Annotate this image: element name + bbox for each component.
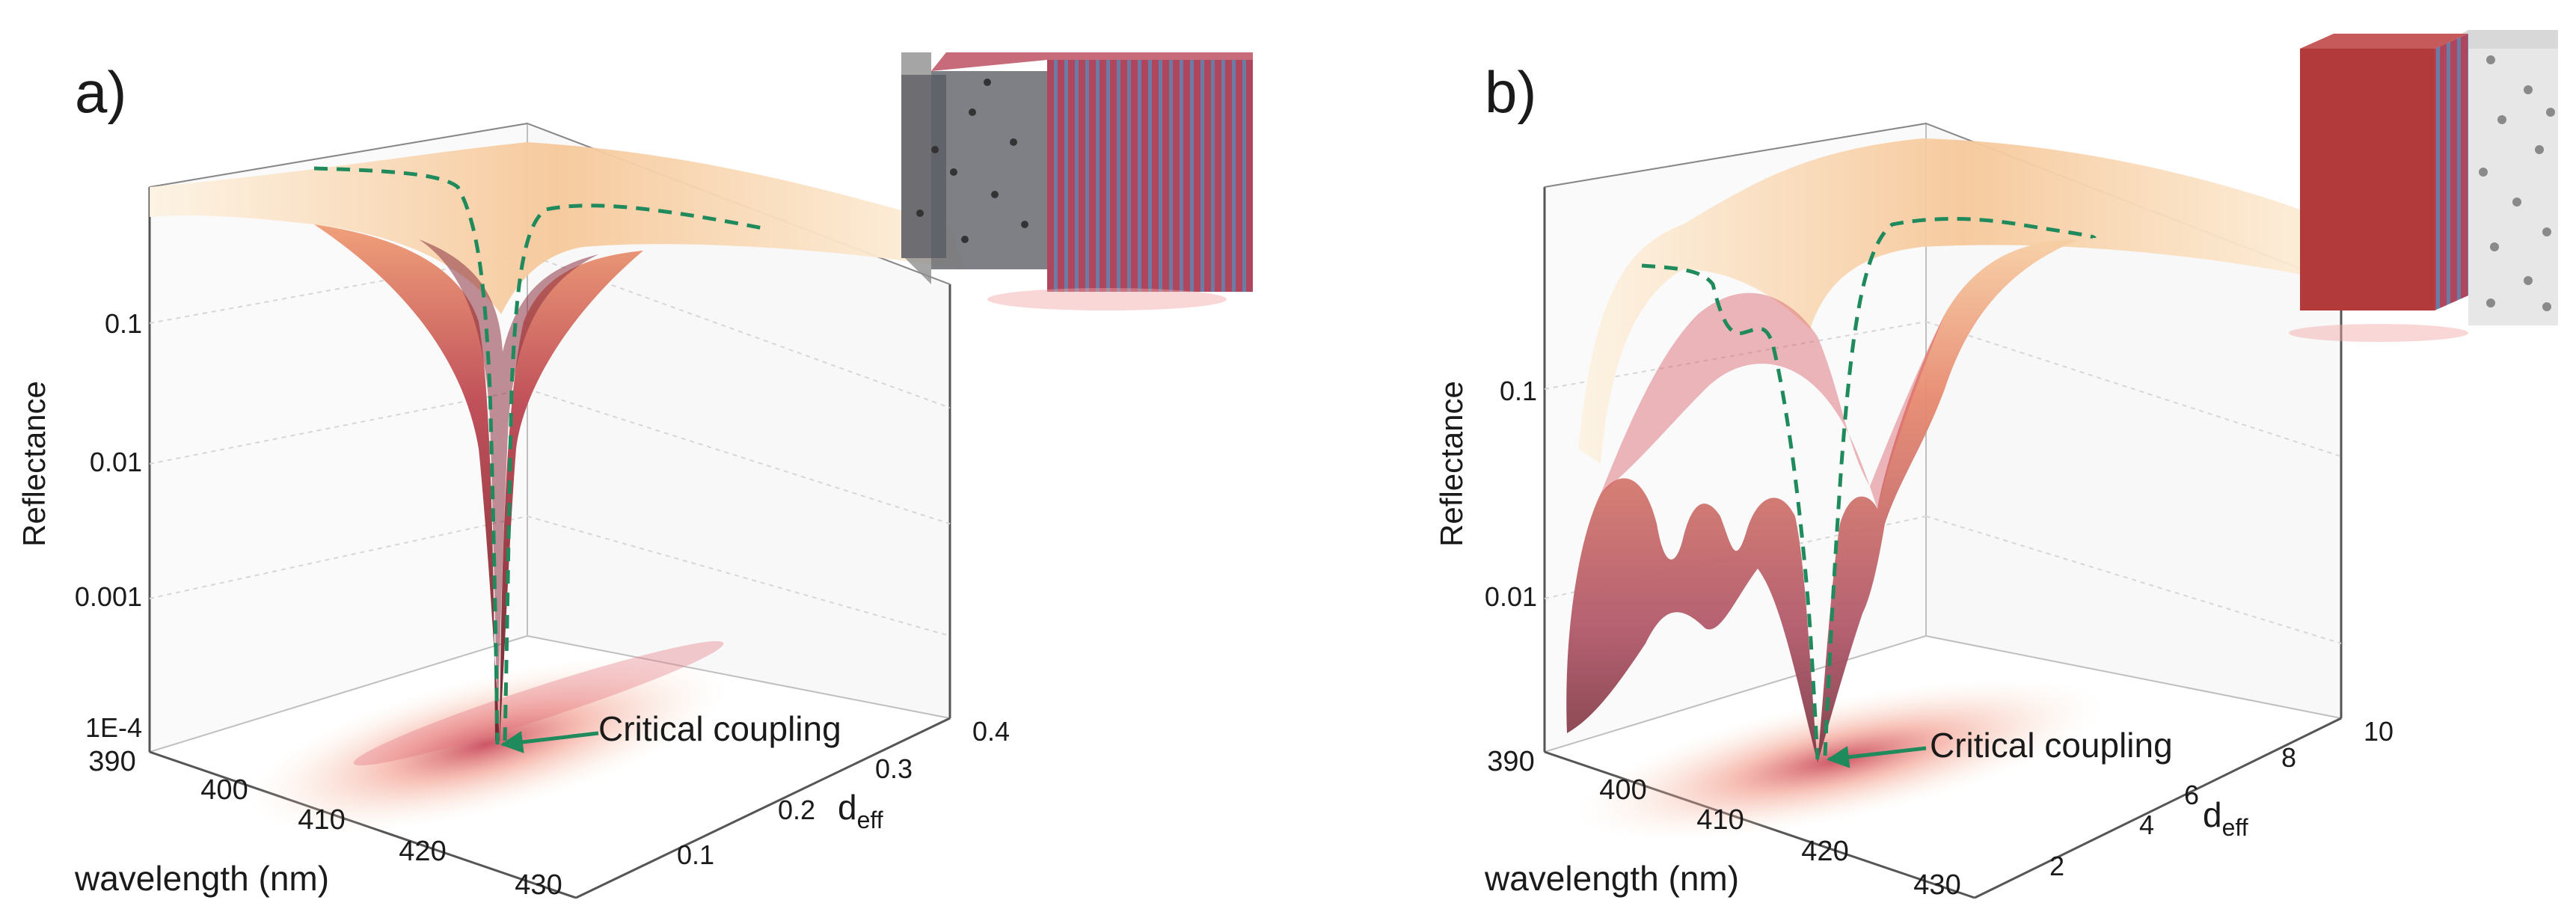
panel-a-xtick-0: 390	[88, 746, 135, 777]
panel-a-xlabel: wavelength (nm)	[74, 859, 329, 898]
panel-b-inset-slab-side	[2435, 34, 2468, 310]
panel-b: b) 0.01 0.1 Reflectance	[1434, 30, 2558, 901]
panel-a-inset-side	[931, 71, 1047, 269]
panel-a-ztick-3: 0.4	[972, 716, 1010, 747]
panel-b-ztick-3: 8	[2281, 742, 2296, 773]
panel-a-dashed-curve	[313, 166, 764, 745]
panel-b-x-ticks: 390 400 410 420 430	[1487, 746, 1960, 901]
panel-b-surface-shade	[1601, 293, 1945, 509]
panel-a-x-ticks: 390 400 410 420 430	[88, 746, 562, 901]
panel-a-ztick-0: 0.1	[677, 839, 714, 870]
panel-a-label: a)	[75, 59, 126, 125]
panel-a-ytick-3: 0.1	[105, 308, 142, 339]
panel-a-ztick-1: 0.2	[778, 795, 815, 825]
panel-a-ytick-0: 1E-4	[85, 712, 142, 743]
panel-a-xtick-1: 400	[200, 774, 248, 806]
panel-a-inset-dots	[916, 79, 1028, 243]
panel-a-zlabel: deff	[838, 788, 883, 833]
panel-b-ylabel: Reflectance	[1434, 381, 1469, 547]
panel-b-inset-slab-top	[2300, 34, 2468, 49]
panel-b-y-ticks: 0.01 0.1	[1485, 376, 1537, 612]
panel-b-inset-slab-face	[2300, 49, 2435, 310]
panel-a-ytick-2: 0.01	[90, 447, 142, 477]
panel-b-label: b)	[1485, 59, 1536, 125]
panel-a-funnel-side	[419, 239, 598, 741]
panel-b-annotation: Critical coupling	[1930, 726, 2173, 765]
panel-a-xtick-3: 420	[399, 836, 446, 867]
panel-a: a)	[16, 52, 1253, 901]
panel-a-ylabel: Reflectance	[16, 381, 52, 547]
panel-a-annotation-arrow	[500, 730, 599, 753]
panel-b-inset-shadow	[2289, 324, 2468, 342]
panel-b-z-ticks: 2 4 6 8 10	[2049, 716, 2393, 881]
panel-b-zlabel: deff	[2203, 795, 2248, 841]
panel-b-ztick-2: 6	[2184, 780, 2199, 810]
panel-b-xlabel: wavelength (nm)	[1484, 859, 1739, 898]
panel-b-surface-back	[1578, 138, 2349, 464]
panel-b-ztick-0: 2	[2049, 851, 2064, 881]
panel-b-dashed-curve	[1641, 217, 2097, 760]
panel-a-floor-band	[353, 640, 724, 766]
panel-b-xtick-3: 420	[1801, 836, 1848, 867]
panel-a-z-ticks: 0.1 0.2 0.3 0.4	[677, 716, 1010, 870]
panel-a-xtick-4: 430	[515, 869, 562, 901]
panel-b-inset-structure	[2289, 30, 2558, 342]
panel-a-annotation: Critical coupling	[598, 709, 841, 748]
panel-a-y-ticks: 1E-4 0.001 0.01 0.1	[75, 308, 142, 743]
panel-a-zlabel-base: d	[838, 788, 857, 827]
panel-a-zlabel-sub: eff	[857, 807, 883, 833]
panel-a-ytick-1: 0.001	[75, 581, 142, 612]
panel-b-xtick-0: 390	[1487, 746, 1534, 777]
panel-b-xtick-4: 430	[1913, 869, 1960, 901]
panel-a-inset-structure	[901, 52, 1253, 310]
panel-a-inset-slab	[1047, 60, 1253, 292]
panel-b-inset-dots	[2479, 55, 2555, 311]
panel-a-xtick-2: 410	[298, 804, 345, 836]
panel-a-inset-top	[931, 52, 1253, 71]
panel-b-ztick-4: 10	[2364, 716, 2393, 747]
panel-b-zlabel-base: d	[2203, 795, 2222, 834]
panel-a-floor-map	[246, 655, 726, 833]
panel-b-zlabel-sub: eff	[2222, 814, 2248, 841]
panel-b-inset-glass	[2468, 49, 2558, 325]
panel-b-ytick-1: 0.1	[1500, 376, 1537, 406]
panel-b-xtick-2: 410	[1696, 804, 1744, 836]
panel-b-ztick-1: 4	[2139, 810, 2154, 840]
panel-b-xtick-1: 400	[1599, 774, 1646, 806]
panel-a-ztick-2: 0.3	[875, 753, 913, 784]
panel-b-ytick-0: 0.01	[1485, 581, 1537, 612]
panel-b-annotation-arrow	[1827, 746, 1927, 768]
panel-a-inset-shadow	[987, 288, 1227, 310]
panel-b-surface-front	[1566, 239, 2079, 763]
panel-a-surface-top	[150, 142, 965, 314]
